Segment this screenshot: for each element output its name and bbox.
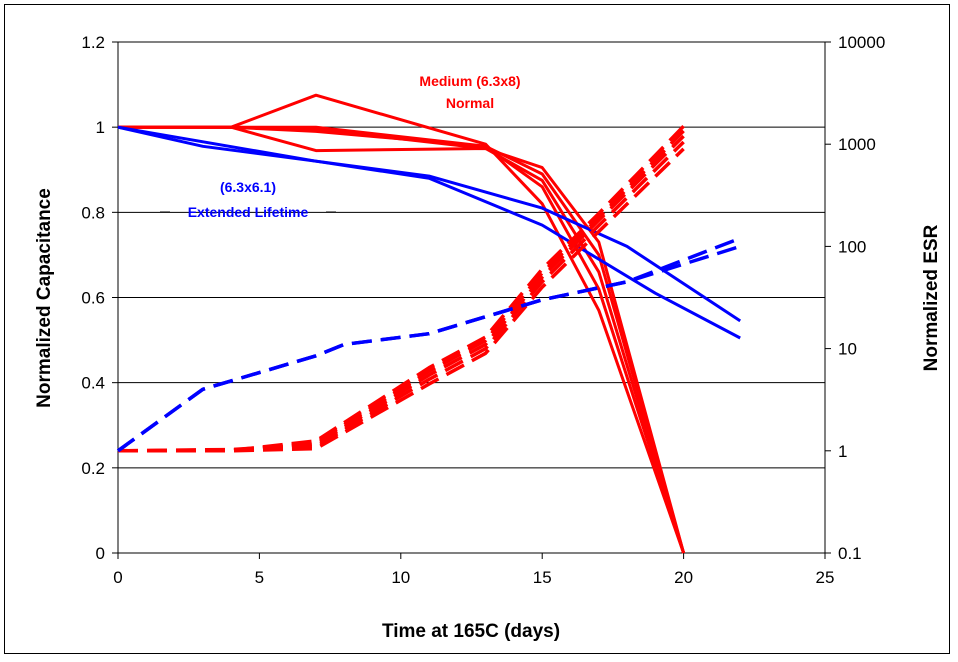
- y-tick-label: 0.8: [81, 203, 105, 222]
- esr-series-red: [117, 140, 685, 453]
- capacitance-series-red: [118, 93, 686, 554]
- y2-tick-label: 0.1: [838, 544, 862, 563]
- capacitance-series-blue: [117, 125, 741, 340]
- y-axis-title: Normalized Capacitance: [34, 188, 55, 408]
- y2-tick-label: 1000: [838, 135, 876, 154]
- esr-series-red: [117, 124, 685, 453]
- chart-frame: [4, 4, 950, 654]
- y-tick-label: 0.6: [81, 289, 105, 308]
- tick-labels: 0 5 10 15 20 25 0 0.2 0.4 0.6 0.8 1 1.2 0.1 1 10 100 1000…: [81, 33, 885, 587]
- y-tick-label: 1.2: [81, 33, 105, 52]
- capacitance-series-red: [118, 125, 686, 554]
- x-axis-title: Time at 165C (days): [382, 621, 560, 642]
- x-tick-label: 20: [674, 568, 693, 587]
- capacitance-series-red: [118, 125, 686, 554]
- annotation-extended-lifetime: (6.3x6.1) Extended Lifetime: [160, 179, 336, 220]
- y-tick-label: 0.4: [81, 374, 105, 393]
- annotation-line: Normal: [446, 95, 494, 111]
- x-tick-label: 0: [113, 568, 122, 587]
- y-tick-label: 0.2: [81, 459, 105, 478]
- annotation-line: (6.3x6.1): [220, 179, 276, 195]
- y2-tick-label: 1: [838, 442, 847, 461]
- y2-tick-label: 10000: [838, 33, 885, 52]
- capacitance-series-red: [118, 125, 686, 554]
- esr-series-red: [118, 147, 685, 453]
- annotation-medium-normal: Medium (6.3x8) Normal: [419, 73, 520, 111]
- y2-tick-label: 100: [838, 237, 866, 256]
- annotation-line: Extended Lifetime: [188, 204, 309, 220]
- esr-series-blue: [116, 244, 741, 453]
- annotation-line: Medium (6.3x8): [419, 73, 520, 89]
- y-tick-label: 1: [96, 118, 105, 137]
- axes: [112, 41, 831, 559]
- y2-axis-title: Normalized ESR: [921, 224, 942, 371]
- x-tick-label: 25: [816, 568, 835, 587]
- x-tick-label: 5: [255, 568, 264, 587]
- x-tick-label: 10: [391, 568, 410, 587]
- y2-tick-label: 10: [838, 340, 857, 359]
- x-tick-label: 15: [533, 568, 552, 587]
- capacitance-series-blue: [117, 125, 742, 323]
- capacitance-series-red: [118, 125, 686, 554]
- y-tick-label: 0: [96, 544, 105, 563]
- series-lines: [116, 93, 742, 554]
- grid-lines: [118, 41, 825, 554]
